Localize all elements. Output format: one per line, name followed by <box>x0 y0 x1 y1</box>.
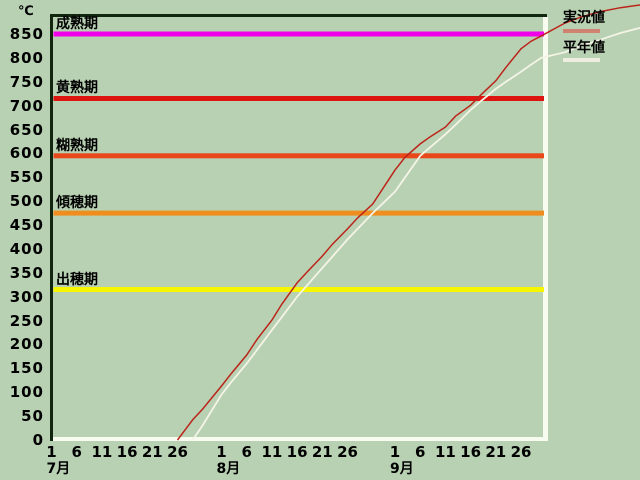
x-tick-label: 21 <box>311 443 333 461</box>
y-tick-label: 200 <box>9 335 44 354</box>
x-tick-label: 21 <box>485 443 507 461</box>
month-label: 8月 <box>216 461 241 477</box>
y-tick-label: 0 <box>32 431 44 449</box>
y-tick-label: 400 <box>9 239 44 258</box>
y-tick-label: 750 <box>9 72 44 91</box>
stage-label: 出穂期 <box>56 271 98 288</box>
threshold-line <box>53 31 544 37</box>
y-tick-label: 700 <box>9 96 44 115</box>
x-tick-label: 11 <box>261 443 283 461</box>
x-tick-label: 6 <box>71 443 82 461</box>
stage-label: 糊熟期 <box>56 137 98 154</box>
x-tick-label: 1 <box>389 443 401 461</box>
y-tick-label: 600 <box>9 144 44 163</box>
plot-border-right <box>543 17 548 441</box>
y-tick-label: 150 <box>9 359 44 378</box>
y-tick-label: 250 <box>9 311 44 330</box>
x-tick-label: 6 <box>241 443 252 461</box>
legend-swatch-actual <box>563 29 600 33</box>
stage-label: 黄熟期 <box>56 80 98 97</box>
series-normal-line <box>191 27 640 441</box>
y-tick-label: 650 <box>9 120 44 139</box>
y-tick-label: 850 <box>9 25 44 43</box>
threshold-line <box>53 153 544 159</box>
x-tick-label: 11 <box>91 443 113 461</box>
y-tick-label: 450 <box>9 216 44 235</box>
y-tick-label: 300 <box>9 287 44 306</box>
month-label: 7月 <box>46 461 71 477</box>
legend-swatch-normal <box>563 58 600 62</box>
legend-label-actual: 実況値 <box>563 10 605 26</box>
x-tick-label: 26 <box>337 443 358 461</box>
x-tick-label: 16 <box>286 443 308 461</box>
y-tick-label: 50 <box>21 407 44 426</box>
month-label: 9月 <box>390 461 414 477</box>
x-tick-label: 1 <box>216 443 227 461</box>
x-tick-label: 16 <box>116 443 138 461</box>
threshold-line <box>53 287 544 292</box>
x-tick-label: 21 <box>141 443 163 461</box>
plot-border-bottom <box>53 437 548 441</box>
plot-border-left <box>50 14 53 441</box>
y-tick-label: 350 <box>9 263 44 282</box>
stage-label: 成熟期 <box>56 16 98 32</box>
x-tick-label: 16 <box>460 443 482 461</box>
x-tick-label: 1 <box>46 443 57 461</box>
threshold-line <box>53 96 544 101</box>
y-tick-label: 500 <box>9 192 44 211</box>
y-tick-label: 800 <box>9 48 44 67</box>
x-tick-label: 26 <box>510 443 532 461</box>
y-tick-label: 100 <box>9 383 44 402</box>
legend-label-normal: 平年値 <box>563 40 605 56</box>
plot-border-top <box>50 14 547 17</box>
x-tick-label: 11 <box>434 443 456 461</box>
threshold-line <box>53 210 544 216</box>
y-axis-unit-label: ℃ <box>18 4 34 19</box>
y-tick-label: 550 <box>9 168 44 187</box>
stage-label: 傾穂期 <box>56 195 98 212</box>
x-tick-label: 26 <box>167 443 188 461</box>
x-tick-label: 6 <box>414 443 426 461</box>
series-actual-line <box>176 4 640 441</box>
